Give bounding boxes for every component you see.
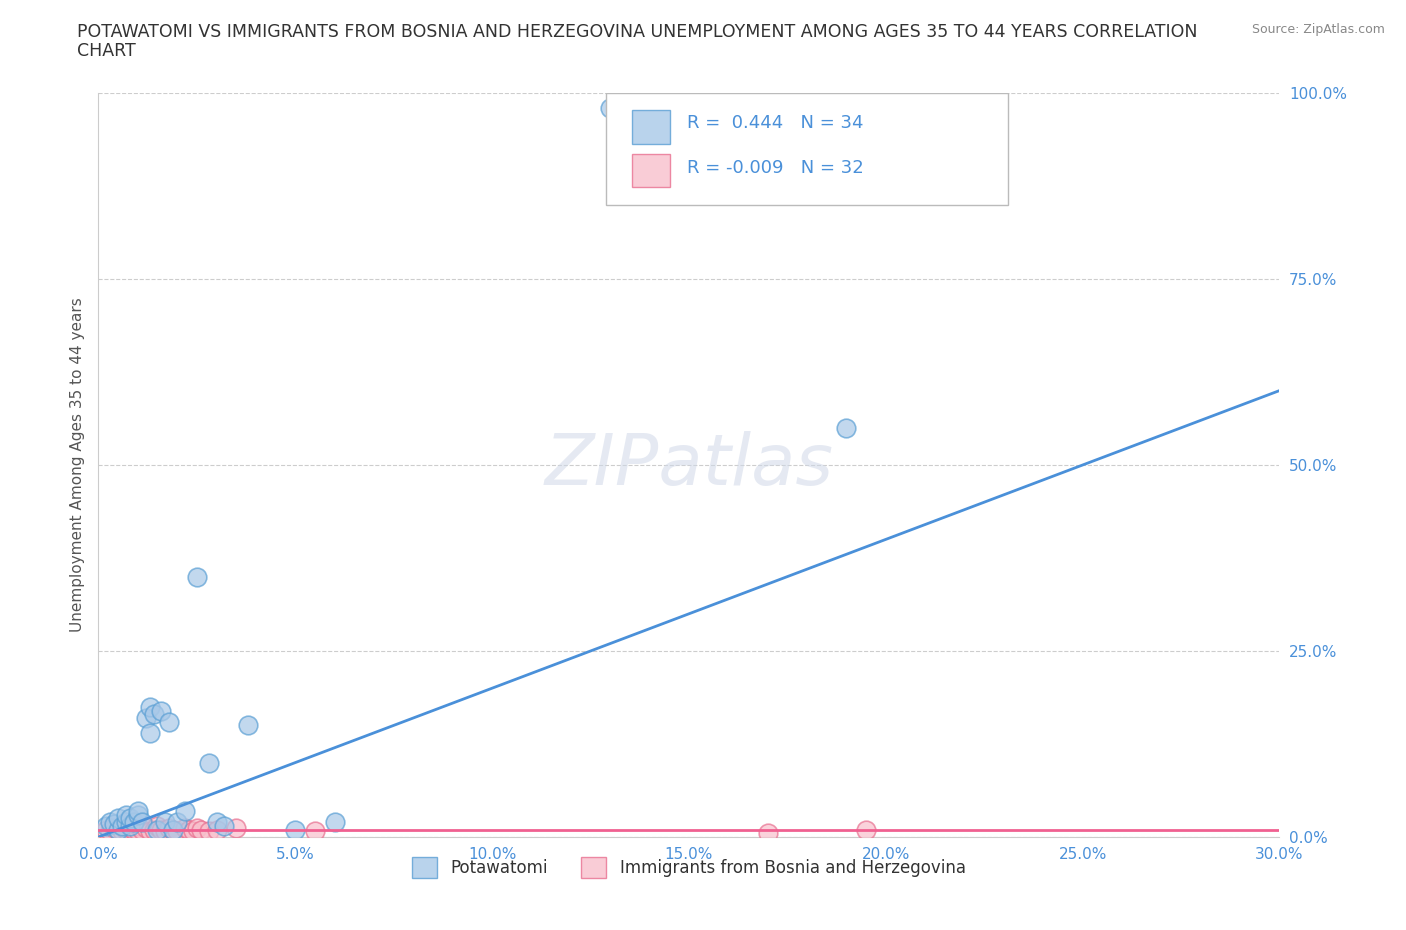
Point	[181, 824, 204, 839]
Point	[835, 420, 858, 435]
Point	[236, 718, 259, 733]
Point	[756, 826, 779, 841]
Point	[103, 817, 125, 831]
Point	[162, 822, 184, 837]
Text: CHART: CHART	[77, 42, 136, 60]
Point	[284, 822, 307, 837]
Point	[166, 815, 188, 830]
Point	[162, 822, 184, 837]
Point	[186, 569, 208, 584]
Point	[138, 824, 160, 839]
Point	[107, 822, 129, 837]
Point	[103, 820, 125, 835]
Point	[177, 822, 200, 837]
Text: Source: ZipAtlas.com: Source: ZipAtlas.com	[1251, 23, 1385, 36]
Y-axis label: Unemployment Among Ages 35 to 44 years: Unemployment Among Ages 35 to 44 years	[69, 298, 84, 632]
Point	[186, 820, 208, 835]
FancyBboxPatch shape	[606, 93, 1008, 205]
Point	[157, 820, 180, 835]
Point	[98, 824, 121, 839]
Legend: Potawatomi, Immigrants from Bosnia and Herzegovina: Potawatomi, Immigrants from Bosnia and H…	[405, 851, 973, 884]
Point	[146, 818, 169, 833]
Point	[127, 824, 149, 839]
Point	[115, 818, 138, 833]
Point	[115, 822, 138, 837]
Point	[135, 820, 157, 835]
Point	[146, 822, 169, 837]
Text: POTAWATOMI VS IMMIGRANTS FROM BOSNIA AND HERZEGOVINA UNEMPLOYMENT AMONG AGES 35 : POTAWATOMI VS IMMIGRANTS FROM BOSNIA AND…	[77, 23, 1198, 41]
Point	[304, 824, 326, 839]
Point	[122, 815, 145, 830]
Point	[197, 824, 219, 839]
Point	[225, 820, 247, 835]
Point	[197, 755, 219, 770]
Point	[155, 815, 177, 830]
Point	[174, 820, 197, 835]
FancyBboxPatch shape	[633, 154, 671, 188]
Point	[111, 824, 134, 839]
Point	[107, 822, 129, 837]
Point	[127, 818, 149, 833]
Point	[855, 822, 877, 837]
Point	[142, 822, 165, 837]
Point	[155, 824, 177, 839]
Point	[150, 822, 173, 837]
Point	[127, 807, 149, 822]
Point	[205, 822, 228, 837]
Point	[96, 822, 118, 837]
Point	[323, 815, 346, 830]
Point	[118, 818, 141, 833]
Point	[111, 818, 134, 833]
Point	[115, 807, 138, 822]
Text: R =  0.444   N = 34: R = 0.444 N = 34	[686, 113, 863, 132]
Point	[142, 707, 165, 722]
Text: R = -0.009   N = 32: R = -0.009 N = 32	[686, 159, 863, 177]
Point	[205, 815, 228, 830]
Point	[131, 815, 153, 830]
Point	[214, 818, 236, 833]
Point	[138, 699, 160, 714]
Point	[96, 818, 118, 833]
Point	[131, 822, 153, 837]
Point	[174, 804, 197, 818]
Point	[107, 811, 129, 826]
Point	[166, 824, 188, 839]
Point	[150, 703, 173, 718]
FancyBboxPatch shape	[633, 111, 671, 144]
Point	[135, 711, 157, 725]
Point	[190, 822, 212, 837]
Point	[127, 804, 149, 818]
Point	[98, 815, 121, 830]
Point	[157, 714, 180, 729]
Point	[122, 822, 145, 837]
Text: ZIPatlas: ZIPatlas	[544, 431, 834, 499]
Point	[118, 811, 141, 826]
Point	[138, 725, 160, 740]
Point	[599, 100, 621, 115]
Point	[118, 820, 141, 835]
Point	[115, 815, 138, 830]
